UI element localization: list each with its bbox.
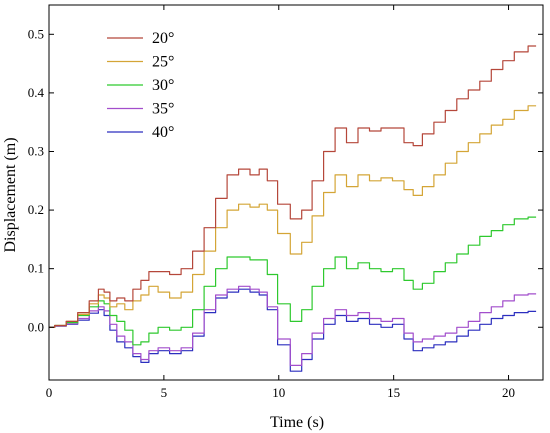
y-tick-label: 0.2 — [28, 202, 44, 217]
legend-label: 25° — [152, 54, 174, 71]
x-tick-label: 15 — [387, 385, 400, 400]
legend-label: 20° — [152, 30, 174, 47]
series-line-40 — [49, 288, 537, 372]
legend-label: 40° — [152, 124, 174, 141]
x-axis-title: Time (s) — [270, 414, 324, 431]
x-tick-label: 20 — [502, 385, 515, 400]
series-line-30 — [49, 216, 537, 346]
legend-label: 30° — [152, 77, 174, 94]
x-tick-label: 0 — [46, 385, 53, 400]
legend-label: 35° — [152, 101, 174, 118]
y-tick-label: 0.5 — [28, 26, 44, 41]
y-tick-label: 0.3 — [28, 143, 44, 158]
x-tick-label: 5 — [161, 385, 168, 400]
y-axis-title: Displacement (m) — [2, 137, 19, 252]
plot-area — [49, 45, 537, 372]
series-line-20 — [49, 45, 537, 328]
y-tick-label: 0.0 — [28, 319, 44, 334]
plot-frame — [48, 4, 544, 381]
axes: 0 5 10 15 20 0.0 0.1 0.2 0.3 0.4 0.5 — [28, 4, 544, 400]
y-tick-label: 0.1 — [28, 261, 44, 276]
series-line-35 — [49, 285, 537, 366]
legend: 20° 25° 30° 35° 40° — [107, 30, 174, 141]
series-line-25 — [49, 105, 537, 328]
x-tick-label: 10 — [272, 385, 285, 400]
y-tick-label: 0.4 — [28, 85, 45, 100]
